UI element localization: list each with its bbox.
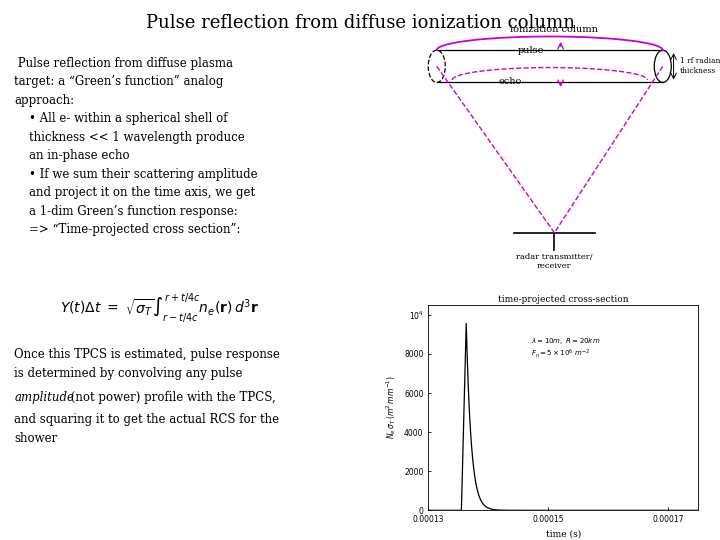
Text: amplitude: amplitude bbox=[14, 392, 74, 404]
Text: (not power) profile with the TPCS,: (not power) profile with the TPCS, bbox=[67, 392, 276, 404]
Text: radar transmitter/
receiver: radar transmitter/ receiver bbox=[516, 253, 593, 271]
Title: time-projected cross-section: time-projected cross-section bbox=[498, 295, 629, 305]
X-axis label: time (s): time (s) bbox=[546, 530, 581, 539]
Text: Once this TPCS is estimated, pulse response
is determined by convolving any puls: Once this TPCS is estimated, pulse respo… bbox=[14, 348, 280, 380]
Text: echo: echo bbox=[499, 77, 522, 86]
Text: $Y(t)\Delta t \ = \ \sqrt{\sigma_T} \int_{r-t/4c}^{r+t/4c} n_e(\mathbf{r})\, d^3: $Y(t)\Delta t \ = \ \sqrt{\sigma_T} \int… bbox=[60, 291, 260, 325]
Text: Pulse reflection from diffuse ionization column: Pulse reflection from diffuse ionization… bbox=[145, 14, 575, 31]
Text: $\lambda=10m,\ R=20km$
$F_n=5\times10^6\ m^{-2}$: $\lambda=10m,\ R=20km$ $F_n=5\times10^6\… bbox=[531, 336, 600, 360]
Text: Pulse reflection from diffuse plasma
target: a “Green’s function” analog
approac: Pulse reflection from diffuse plasma tar… bbox=[14, 57, 258, 236]
Text: ionization column: ionization column bbox=[510, 25, 598, 35]
Text: pulse: pulse bbox=[517, 46, 544, 55]
Text: and squaring it to get the actual RCS for the
shower: and squaring it to get the actual RCS fo… bbox=[14, 413, 279, 444]
Y-axis label: $N_e\,\sigma_T\,(m^2\,mm^{-1})$: $N_e\,\sigma_T\,(m^2\,mm^{-1})$ bbox=[384, 376, 398, 440]
Text: 1 rf radian
thickness: 1 rf radian thickness bbox=[680, 57, 720, 75]
